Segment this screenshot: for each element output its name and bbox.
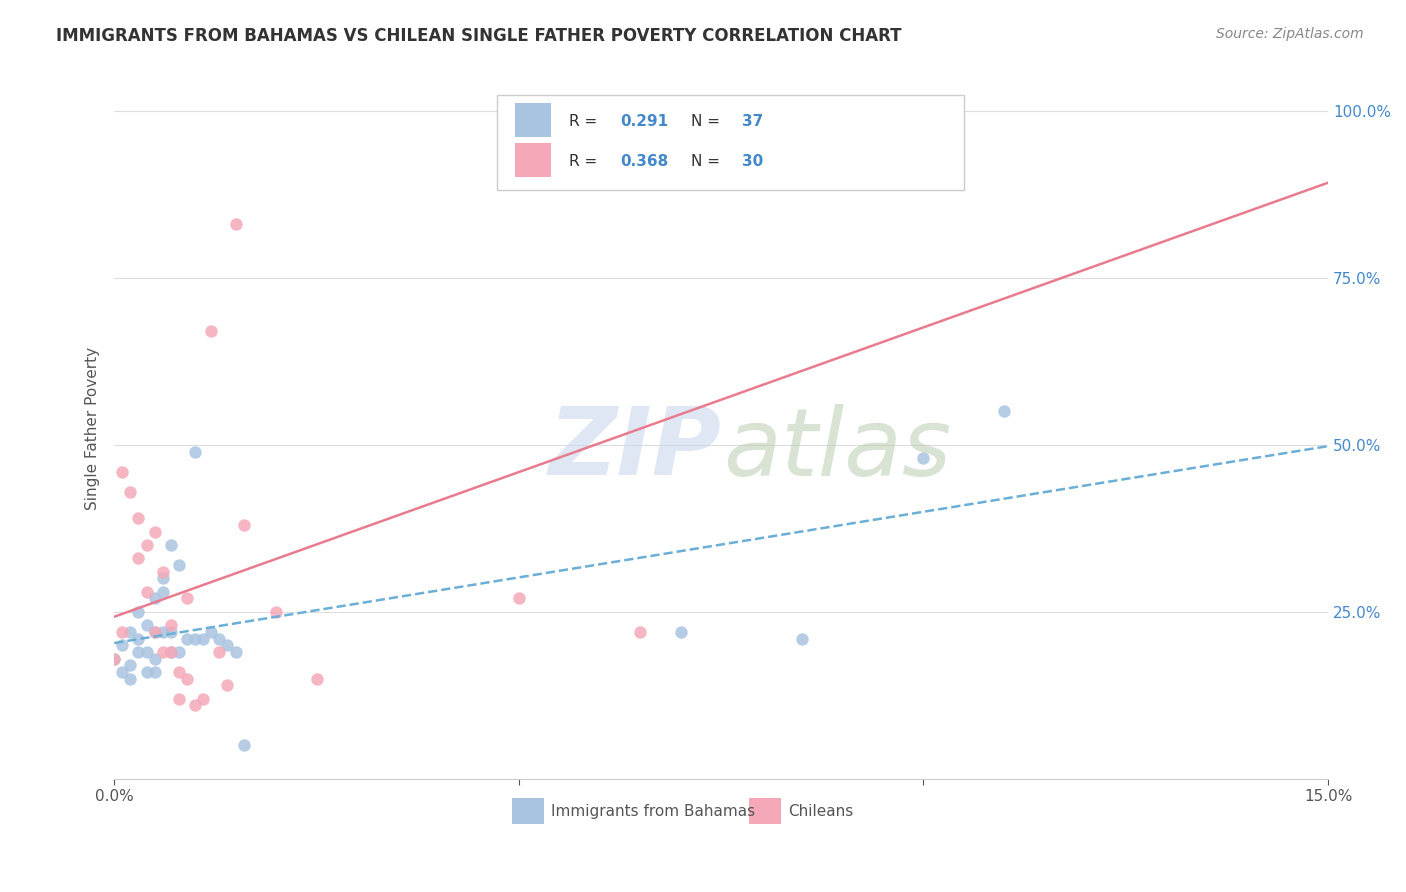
Point [217,678,239,692]
Point [160,618,183,632]
Point [103,651,125,665]
Point [143,624,166,639]
Y-axis label: Single Father Poverty: Single Father Poverty [86,347,100,509]
Point [135,584,157,599]
Point [127,605,149,619]
Point [993,404,1015,418]
Point [143,665,166,679]
Point [111,465,134,479]
Point [167,691,190,706]
Text: Immigrants from Bahamas: Immigrants from Bahamas [551,805,755,819]
Text: 0.368: 0.368 [620,154,669,169]
FancyBboxPatch shape [515,103,551,137]
Point [143,651,166,665]
Point [135,665,157,679]
Point [120,658,142,673]
Point [184,444,207,458]
Point [152,584,174,599]
Text: 0.291: 0.291 [620,114,668,129]
Point [127,632,149,646]
Text: N =: N = [690,114,724,129]
Point [103,651,125,665]
FancyBboxPatch shape [512,797,544,824]
Point [143,591,166,606]
Point [200,624,222,639]
Point [225,645,247,659]
Text: N =: N = [690,154,724,169]
Text: R =: R = [569,114,603,129]
Point [120,624,142,639]
Point [127,645,149,659]
Point [628,624,651,639]
Point [193,632,215,646]
Point [160,645,183,659]
Point [208,632,231,646]
Text: 37: 37 [742,114,763,129]
FancyBboxPatch shape [496,95,965,190]
Point [143,624,166,639]
Point [160,645,183,659]
Point [160,624,183,639]
Point [264,605,287,619]
Point [669,624,692,639]
Text: R =: R = [569,154,603,169]
Point [120,672,142,686]
Point [152,645,174,659]
Point [167,645,190,659]
FancyBboxPatch shape [515,144,551,177]
Point [111,638,134,652]
Point [184,632,207,646]
Point [217,638,239,652]
Point [152,624,174,639]
Point [120,484,142,499]
Point [167,665,190,679]
Point [305,672,328,686]
Text: IMMIGRANTS FROM BAHAMAS VS CHILEAN SINGLE FATHER POVERTY CORRELATION CHART: IMMIGRANTS FROM BAHAMAS VS CHILEAN SINGL… [56,27,901,45]
Point [160,538,183,552]
Point [135,645,157,659]
FancyBboxPatch shape [749,797,780,824]
Point [232,518,254,533]
Point [111,665,134,679]
Point [176,591,198,606]
Text: Chileans: Chileans [787,805,853,819]
Point [225,218,247,232]
Point [152,571,174,585]
Point [176,672,198,686]
Point [184,698,207,713]
Point [135,618,157,632]
Text: atlas: atlas [724,404,952,495]
Point [232,739,254,753]
Point [912,103,935,118]
Point [127,551,149,566]
Point [152,565,174,579]
Point [508,591,530,606]
Point [167,558,190,572]
Point [143,524,166,539]
Point [176,632,198,646]
Point [208,645,231,659]
Point [912,451,935,466]
Point [193,691,215,706]
Text: ZIP: ZIP [548,403,721,495]
Point [790,632,813,646]
Point [127,511,149,525]
Point [111,624,134,639]
Point [200,324,222,338]
Text: Source: ZipAtlas.com: Source: ZipAtlas.com [1216,27,1364,41]
Point [135,538,157,552]
Text: 30: 30 [742,154,763,169]
